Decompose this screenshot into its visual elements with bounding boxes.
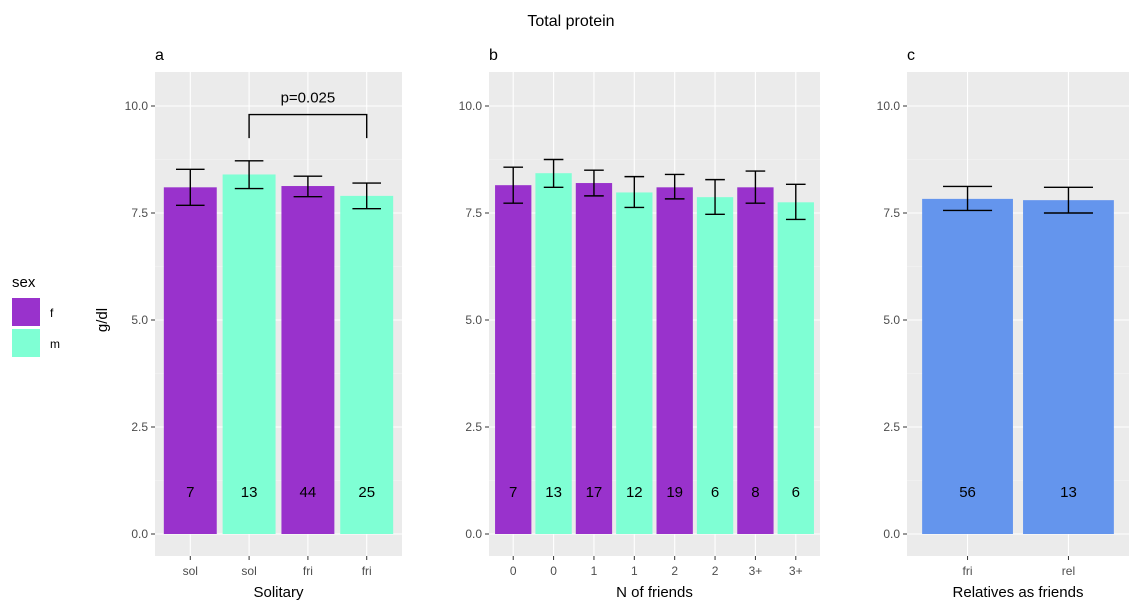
error-bar-b-6 <box>745 170 766 204</box>
n-label-b-0: 7 <box>509 484 517 501</box>
error-bar-c-0 <box>943 185 993 212</box>
bar-a-1 <box>222 174 276 535</box>
bar-b-3 <box>616 192 653 534</box>
bar-b-2 <box>575 183 613 535</box>
error-bar-b-4 <box>664 173 685 200</box>
x-tick-label-a-0: sol <box>183 564 198 578</box>
y-tick-label: 7.5 <box>465 206 482 220</box>
y-tick-label: 2.5 <box>883 420 900 434</box>
error-bar-a-1 <box>234 160 264 190</box>
error-bar-a-3 <box>352 182 382 210</box>
n-label-b-2: 17 <box>586 484 603 501</box>
n-label-b-3: 12 <box>626 484 643 501</box>
error-bar-b-2 <box>584 169 604 197</box>
panel-tag-a: a <box>155 47 164 64</box>
x-tick-label-b-7: 3+ <box>789 564 803 578</box>
x-tick-label-b-3: 1 <box>631 564 638 578</box>
significance-bracket <box>248 113 368 139</box>
x-tick-label-b-0: 0 <box>510 564 517 578</box>
x-tick-label-c-1: rel <box>1062 564 1075 578</box>
bar-b-6 <box>737 187 774 534</box>
bar-a-0 <box>163 187 217 534</box>
bar-b-0 <box>495 185 532 534</box>
panels: 0.02.55.07.510.07sol13sol44fri25frip=0.0… <box>125 47 1129 601</box>
x-tick-label-b-1: 0 <box>550 564 557 578</box>
error-bar-b-3 <box>624 175 645 209</box>
n-label-b-7: 6 <box>792 484 800 501</box>
legend-swatch-m <box>12 329 40 357</box>
y-tick-label: 7.5 <box>131 206 148 220</box>
panel-tag-b: b <box>489 47 498 64</box>
error-bar-c-1 <box>1043 186 1093 214</box>
plot-title: Total protein <box>527 13 614 30</box>
y-tick-label: 0.0 <box>883 527 900 541</box>
x-tick-label-a-2: fri <box>303 564 313 578</box>
significance-label: p=0.025 <box>281 90 336 107</box>
x-axis-title-a: Solitary <box>253 584 304 601</box>
x-tick-label-b-6: 3+ <box>749 564 763 578</box>
bar-b-5 <box>696 197 734 534</box>
n-label-b-4: 19 <box>666 484 683 501</box>
y-tick-label: 5.0 <box>465 313 482 327</box>
n-label-b-5: 6 <box>711 484 719 501</box>
panel-c: 0.0 2.5 5.0 7.5 10.0 56 fri 13 rel c Relatives as … <box>877 47 1129 601</box>
y-tick-label: 2.5 <box>131 420 148 434</box>
bar-c-0 <box>922 198 1013 534</box>
y-tick-label: 5.0 <box>883 313 900 327</box>
y-tick-label: 10.0 <box>459 99 483 113</box>
n-label-a-1: 13 <box>241 484 258 501</box>
legend-swatch-f <box>12 298 40 326</box>
error-bar-b-7 <box>785 183 806 221</box>
y-tick-label: 10.0 <box>125 99 149 113</box>
panel-a: 0.0 2.5 5.0 7.5 10.0 7 sol 13 sol 44 fri 25 fri p=0.0… <box>125 47 402 601</box>
error-bar-a-2 <box>293 175 323 198</box>
error-bar-b-0 <box>503 166 524 204</box>
legend: sex f m <box>12 274 60 357</box>
x-axis-title-b: N of friends <box>616 584 693 601</box>
x-tick-label-b-2: 1 <box>591 564 598 578</box>
error-bar-a-0 <box>175 168 205 206</box>
y-tick-label: 0.0 <box>465 527 482 541</box>
n-label-c-0: 56 <box>959 484 976 501</box>
y-tick-label: 2.5 <box>465 420 482 434</box>
y-tick-label: 5.0 <box>131 313 148 327</box>
bar-b-7 <box>777 202 814 535</box>
bar-b-4 <box>656 187 693 534</box>
legend-label-f: f <box>50 306 54 320</box>
legend-title: sex <box>12 274 36 291</box>
x-tick-label-b-5: 2 <box>712 564 719 578</box>
x-tick-label-b-4: 2 <box>671 564 678 578</box>
y-axis-title: g/dl <box>94 308 111 332</box>
x-tick-label-a-1: sol <box>241 564 256 578</box>
n-label-b-1: 13 <box>545 484 562 501</box>
panel-b: 0.0 2.5 5.0 7.5 10.0 7 0 13 0 17 1 12 1 19 2 6 2 8 3+ 6 3+ b N… <box>459 47 820 601</box>
panel-tag-c: c <box>907 47 915 64</box>
bar-c-1 <box>1023 200 1114 534</box>
y-tick-label: 0.0 <box>131 527 148 541</box>
x-tick-label-c-0: fri <box>963 564 973 578</box>
y-tick-label: 7.5 <box>883 206 900 220</box>
n-label-a-3: 25 <box>358 484 375 501</box>
n-label-a-0: 7 <box>186 484 194 501</box>
error-bar-b-5 <box>705 178 725 215</box>
x-tick-label-a-3: fri <box>362 564 372 578</box>
bar-a-2 <box>281 186 335 534</box>
n-label-a-2: 44 <box>300 484 317 501</box>
y-tick-label: 10.0 <box>877 99 901 113</box>
x-axis-title-c: Relatives as friends <box>953 584 1084 601</box>
n-label-b-6: 8 <box>751 484 759 501</box>
legend-label-m: m <box>50 337 60 351</box>
error-bar-b-1 <box>543 158 564 189</box>
n-label-c-1: 13 <box>1060 484 1077 501</box>
bar-a-3 <box>340 195 394 534</box>
bar-b-1 <box>535 173 572 535</box>
